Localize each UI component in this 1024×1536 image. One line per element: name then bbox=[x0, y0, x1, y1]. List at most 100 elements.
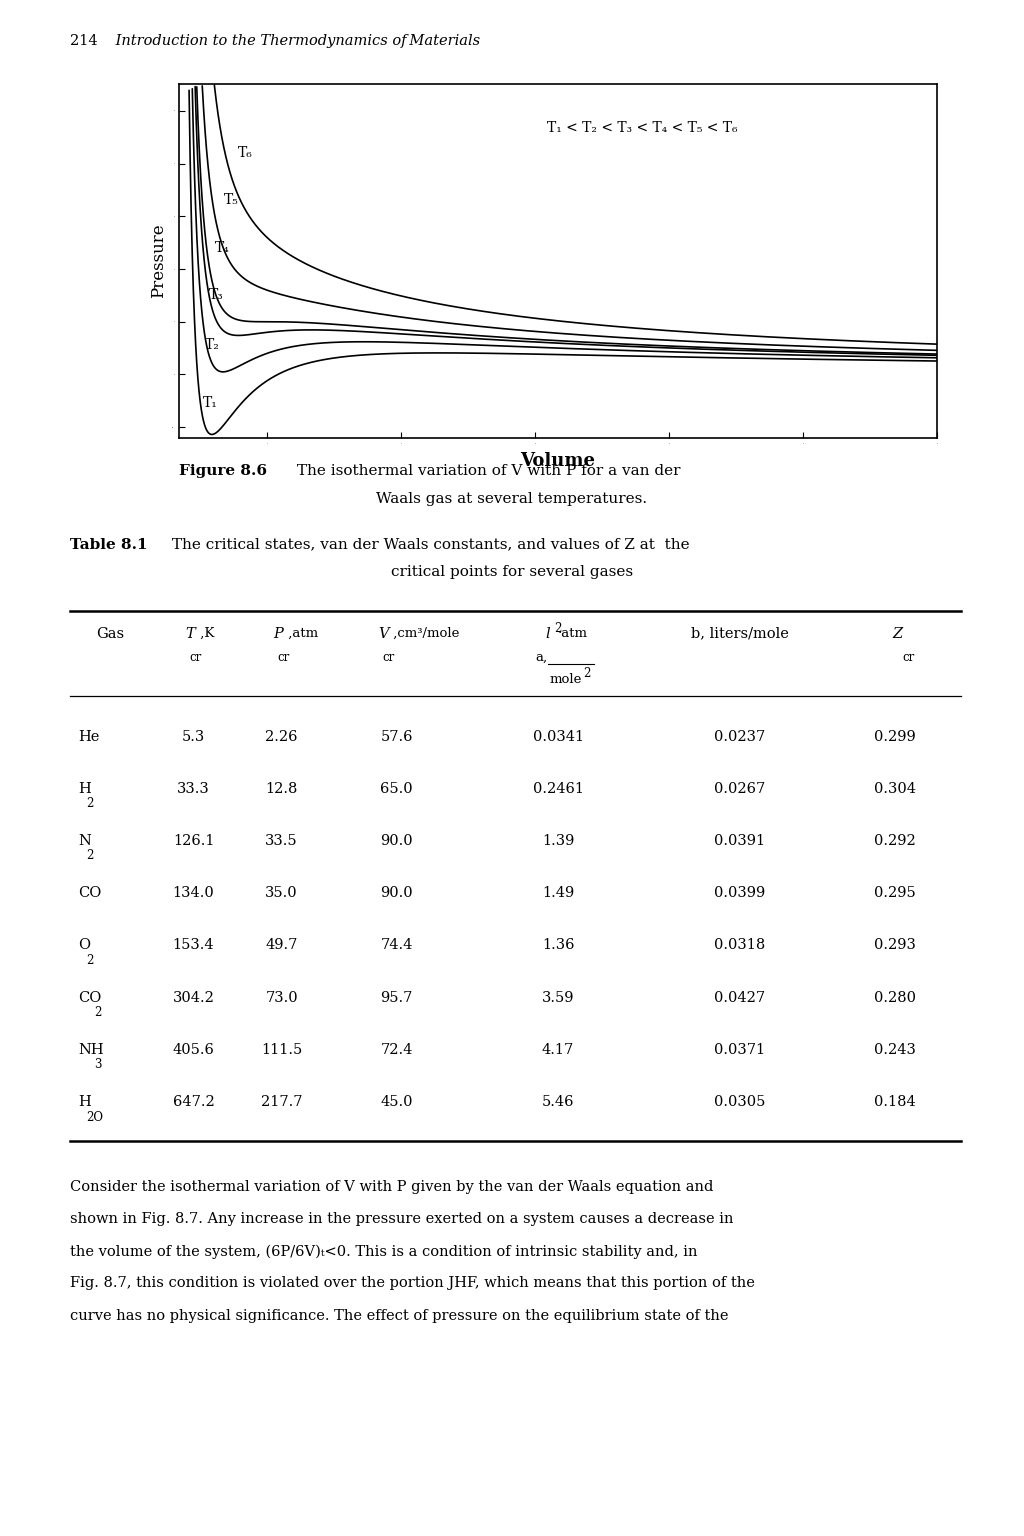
Text: 5.3: 5.3 bbox=[182, 730, 205, 743]
Text: 74.4: 74.4 bbox=[381, 938, 413, 952]
Text: critical points for several gases: critical points for several gases bbox=[391, 565, 633, 579]
Text: 0.0391: 0.0391 bbox=[715, 834, 765, 848]
Text: ·atm: ·atm bbox=[558, 627, 588, 639]
Text: 0.0305: 0.0305 bbox=[714, 1095, 766, 1109]
Text: P: P bbox=[273, 627, 284, 641]
Text: 2: 2 bbox=[584, 667, 591, 679]
Text: 57.6: 57.6 bbox=[381, 730, 413, 743]
Text: 4.17: 4.17 bbox=[542, 1043, 574, 1057]
Text: Waals gas at several temperatures.: Waals gas at several temperatures. bbox=[377, 492, 647, 505]
Text: 90.0: 90.0 bbox=[381, 834, 413, 848]
Text: 0.299: 0.299 bbox=[874, 730, 915, 743]
Text: CO: CO bbox=[78, 991, 101, 1005]
Text: 0.295: 0.295 bbox=[874, 886, 915, 900]
Text: Introduction to the Thermodynamics of Materials: Introduction to the Thermodynamics of Ma… bbox=[111, 34, 479, 48]
Text: 0.280: 0.280 bbox=[873, 991, 916, 1005]
Text: Figure 8.6: Figure 8.6 bbox=[179, 464, 267, 478]
Text: 0.243: 0.243 bbox=[874, 1043, 915, 1057]
Text: 0.184: 0.184 bbox=[874, 1095, 915, 1109]
Text: 73.0: 73.0 bbox=[265, 991, 298, 1005]
Text: V: V bbox=[379, 627, 389, 641]
Text: He: He bbox=[78, 730, 99, 743]
Text: 2: 2 bbox=[86, 954, 93, 966]
Text: 0.293: 0.293 bbox=[874, 938, 915, 952]
Text: 153.4: 153.4 bbox=[173, 938, 214, 952]
Text: l: l bbox=[546, 627, 551, 641]
Text: curve has no physical significance. The effect of pressure on the equilibrium st: curve has no physical significance. The … bbox=[70, 1309, 728, 1322]
Text: 1.49: 1.49 bbox=[542, 886, 574, 900]
Text: the volume of the system, (6P/6V)ₜ<0. This is a condition of intrinsic stability: the volume of the system, (6P/6V)ₜ<0. Th… bbox=[70, 1244, 697, 1258]
Text: H: H bbox=[78, 1095, 90, 1109]
Text: H: H bbox=[78, 782, 90, 796]
Text: T: T bbox=[185, 627, 196, 641]
Text: 0.0427: 0.0427 bbox=[715, 991, 765, 1005]
Text: 0.0237: 0.0237 bbox=[714, 730, 766, 743]
Text: 1.39: 1.39 bbox=[542, 834, 574, 848]
Text: 2: 2 bbox=[94, 1006, 101, 1018]
Text: cr: cr bbox=[902, 651, 914, 664]
X-axis label: Volume: Volume bbox=[520, 452, 596, 470]
Text: The critical states, van der Waals constants, and values of Z at  the: The critical states, van der Waals const… bbox=[167, 538, 689, 551]
Text: 45.0: 45.0 bbox=[381, 1095, 413, 1109]
Text: Fig. 8.7, this condition is violated over the portion JHF, which means that this: Fig. 8.7, this condition is violated ove… bbox=[70, 1276, 755, 1290]
Text: 304.2: 304.2 bbox=[173, 991, 214, 1005]
Text: Z: Z bbox=[892, 627, 902, 641]
Text: 0.0318: 0.0318 bbox=[714, 938, 766, 952]
Text: 2O: 2O bbox=[86, 1111, 103, 1123]
Text: T₄: T₄ bbox=[215, 241, 229, 255]
Text: 35.0: 35.0 bbox=[265, 886, 298, 900]
Text: O: O bbox=[78, 938, 90, 952]
Text: 1.36: 1.36 bbox=[542, 938, 574, 952]
Y-axis label: Pressure: Pressure bbox=[150, 224, 167, 298]
Text: CO: CO bbox=[78, 886, 101, 900]
Text: T₆: T₆ bbox=[238, 146, 252, 160]
Text: 134.0: 134.0 bbox=[173, 886, 214, 900]
Text: 2: 2 bbox=[86, 797, 93, 809]
Text: T₁ < T₂ < T₃ < T₄ < T₅ < T₆: T₁ < T₂ < T₃ < T₄ < T₅ < T₆ bbox=[547, 121, 737, 135]
Text: 405.6: 405.6 bbox=[173, 1043, 214, 1057]
Text: T₁: T₁ bbox=[203, 396, 217, 410]
Text: 3: 3 bbox=[94, 1058, 101, 1071]
Text: 90.0: 90.0 bbox=[381, 886, 413, 900]
Text: 2.26: 2.26 bbox=[265, 730, 298, 743]
Text: 95.7: 95.7 bbox=[381, 991, 413, 1005]
Text: 214: 214 bbox=[70, 34, 97, 48]
Text: Table 8.1: Table 8.1 bbox=[70, 538, 147, 551]
Text: mole: mole bbox=[550, 673, 583, 685]
Text: 0.0371: 0.0371 bbox=[715, 1043, 765, 1057]
Text: 33.5: 33.5 bbox=[265, 834, 298, 848]
Text: 49.7: 49.7 bbox=[265, 938, 298, 952]
Text: 0.304: 0.304 bbox=[873, 782, 916, 796]
Text: 0.0399: 0.0399 bbox=[714, 886, 766, 900]
Text: 111.5: 111.5 bbox=[261, 1043, 302, 1057]
Text: 217.7: 217.7 bbox=[261, 1095, 302, 1109]
Text: b, liters/mole: b, liters/mole bbox=[691, 627, 788, 641]
Text: Gas: Gas bbox=[96, 627, 125, 641]
Text: 5.46: 5.46 bbox=[542, 1095, 574, 1109]
Text: T₅: T₅ bbox=[224, 194, 239, 207]
Text: 2: 2 bbox=[86, 849, 93, 862]
Text: The isothermal variation of V with P for a van der: The isothermal variation of V with P for… bbox=[292, 464, 680, 478]
Text: 0.0267: 0.0267 bbox=[714, 782, 766, 796]
Text: 72.4: 72.4 bbox=[381, 1043, 413, 1057]
Text: 647.2: 647.2 bbox=[173, 1095, 214, 1109]
Text: Consider the isothermal variation of V with P given by the van der Waals equatio: Consider the isothermal variation of V w… bbox=[70, 1180, 713, 1193]
Text: ,atm: ,atm bbox=[284, 627, 317, 639]
Text: cr: cr bbox=[383, 651, 394, 664]
Text: shown in Fig. 8.7. Any increase in the pressure exerted on a system causes a dec: shown in Fig. 8.7. Any increase in the p… bbox=[70, 1212, 733, 1226]
Text: NH: NH bbox=[78, 1043, 103, 1057]
Text: ,K: ,K bbox=[196, 627, 214, 639]
Text: 2: 2 bbox=[554, 622, 561, 634]
Text: ,cm³/mole: ,cm³/mole bbox=[389, 627, 459, 639]
Text: 0.0341: 0.0341 bbox=[532, 730, 584, 743]
Text: T₃: T₃ bbox=[209, 289, 224, 303]
Text: N: N bbox=[78, 834, 91, 848]
Text: 12.8: 12.8 bbox=[265, 782, 298, 796]
Text: 0.292: 0.292 bbox=[874, 834, 915, 848]
Text: 3.59: 3.59 bbox=[542, 991, 574, 1005]
Text: 33.3: 33.3 bbox=[177, 782, 210, 796]
Text: 65.0: 65.0 bbox=[381, 782, 413, 796]
Text: cr: cr bbox=[189, 651, 202, 664]
Text: cr: cr bbox=[278, 651, 290, 664]
Text: a,: a, bbox=[536, 651, 548, 664]
